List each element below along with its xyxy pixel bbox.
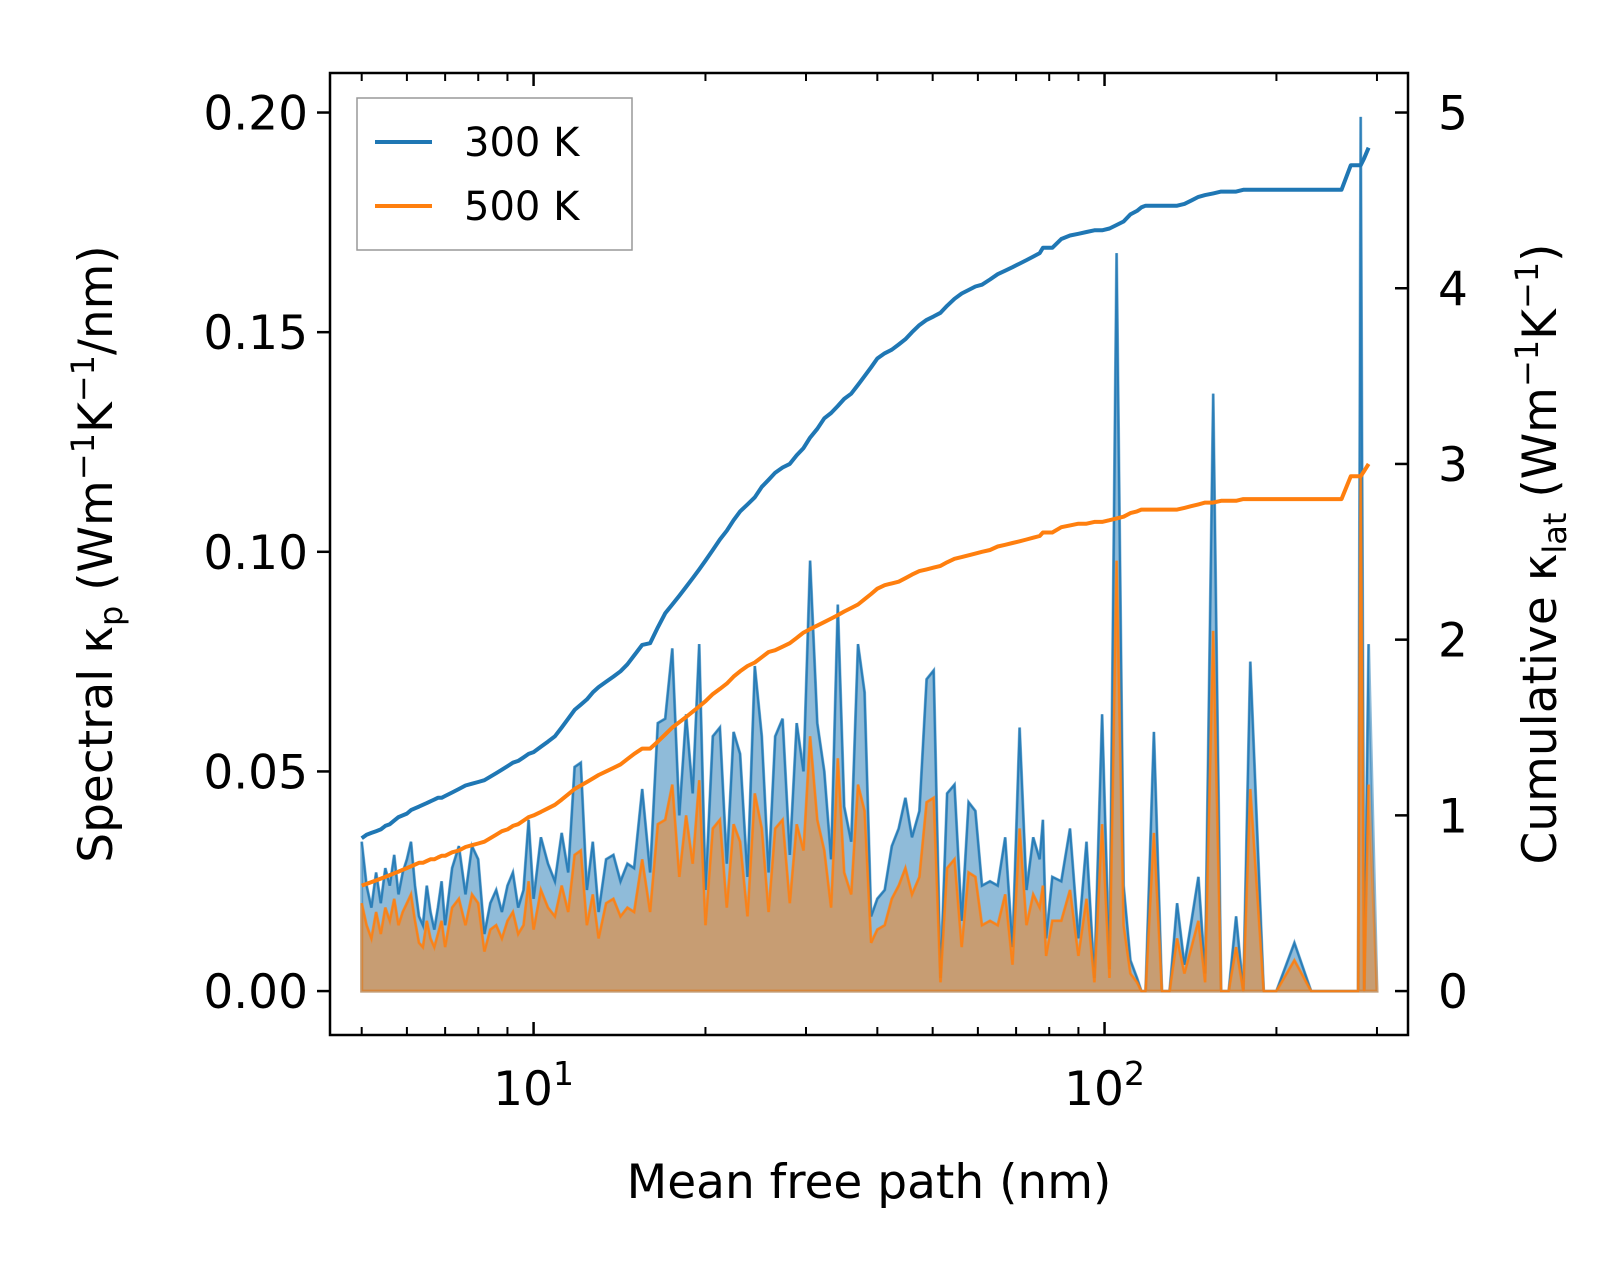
y-right-tick-label: 0 bbox=[1438, 965, 1468, 1020]
y-right-tick-label: 3 bbox=[1438, 438, 1468, 493]
y-right-tick-label: 2 bbox=[1438, 614, 1468, 669]
legend: 300 K 500 K bbox=[356, 97, 633, 251]
x-tick-label: 102 bbox=[1064, 1054, 1145, 1117]
x-tick-label: 101 bbox=[493, 1054, 574, 1117]
legend-box bbox=[356, 97, 633, 251]
y-axis-right-label: Cumulative κlat (Wm−1K−1) bbox=[1508, 243, 1574, 864]
x-axis-label: Mean free path (nm) bbox=[627, 1155, 1112, 1210]
cumulative-line-500k bbox=[361, 462, 1371, 888]
legend-label-500k: 500 K bbox=[464, 184, 581, 230]
y-right-tick-label: 1 bbox=[1438, 789, 1468, 844]
y-left-tick-label: 0.00 bbox=[203, 965, 308, 1020]
spectral-line-300k bbox=[360, 116, 1370, 993]
y-left-tick-label: 0.20 bbox=[203, 87, 308, 142]
cumulative-line-300k bbox=[360, 146, 1371, 840]
y-left-tick-label: 0.15 bbox=[203, 306, 308, 361]
y-right-tick-label: 4 bbox=[1438, 262, 1468, 317]
y-axis-left-label: Spectral κp (Wm−1K−1/nm) bbox=[64, 245, 130, 862]
y-left-tick-label: 0.10 bbox=[203, 526, 308, 581]
tick-label-layer: 0.00 0.05 0.10 0.15 0.20 0 1 2 3 4 5 101 102 bbox=[203, 87, 1468, 1117]
legend-label-300k: 300 K bbox=[464, 120, 581, 166]
series-line-layer bbox=[360, 146, 1371, 888]
tick-layer bbox=[317, 73, 1408, 1035]
spectral-line-500k bbox=[360, 477, 1370, 993]
y-left-tick-label: 0.05 bbox=[203, 745, 308, 800]
spectral-fill-layer bbox=[360, 116, 1379, 993]
plot-frame bbox=[328, 71, 1410, 1037]
y-right-tick-label: 5 bbox=[1438, 87, 1468, 142]
